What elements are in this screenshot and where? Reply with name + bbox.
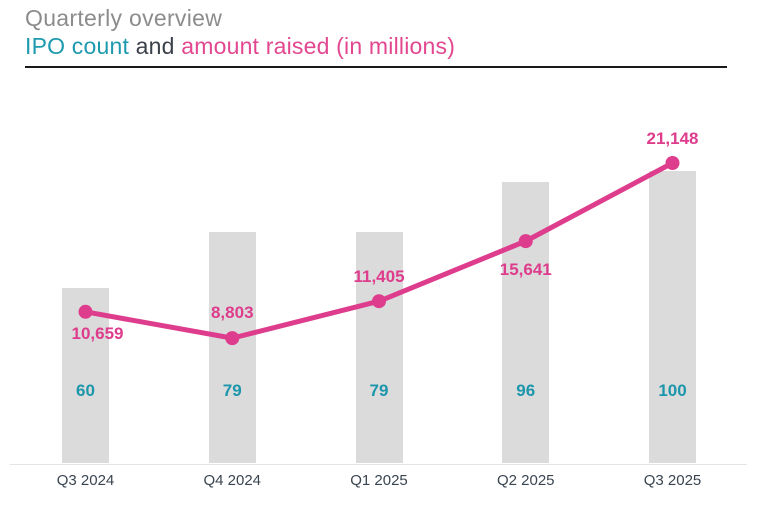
bar-value-label: 100 [658,381,687,400]
x-axis-label: Q3 2024 [56,472,115,489]
subtitle-part: amount raised (in millions) [181,33,456,59]
x-axis-label: Q2 2025 [496,472,555,489]
x-axis-label: Q4 2024 [203,472,262,489]
amount-raised-label: 10,659 [71,323,124,343]
bar-value-label: 60 [76,381,95,400]
amount-raised-label: 11,405 [353,267,405,287]
subtitle-part: and [129,33,182,59]
bar-q3-2024 [62,287,109,463]
amount-raised-label: 21,148 [646,128,699,148]
header-divider [25,66,727,68]
bar-value-label: 96 [516,381,536,400]
bar-value-label: 79 [369,381,389,400]
x-axis-label: Q1 2025 [350,472,408,489]
x-axis-line [10,464,747,465]
amount-raised-label: 8,803 [210,303,254,323]
bar-q4-2024 [208,232,256,463]
line-point-marker [665,155,680,170]
amount-raised-label: 15,641 [499,260,552,280]
bar-q3-2025 [649,170,696,463]
bar-q2-2025 [502,182,550,463]
subtitle-part: IPO count [25,33,130,59]
page-title: Quarterly overview [25,5,223,31]
chart-subtitle: IPO count and amount raised (in millions… [25,32,455,60]
bar-value-label: 79 [222,381,242,400]
x-axis-label: Q3 2025 [643,472,702,489]
